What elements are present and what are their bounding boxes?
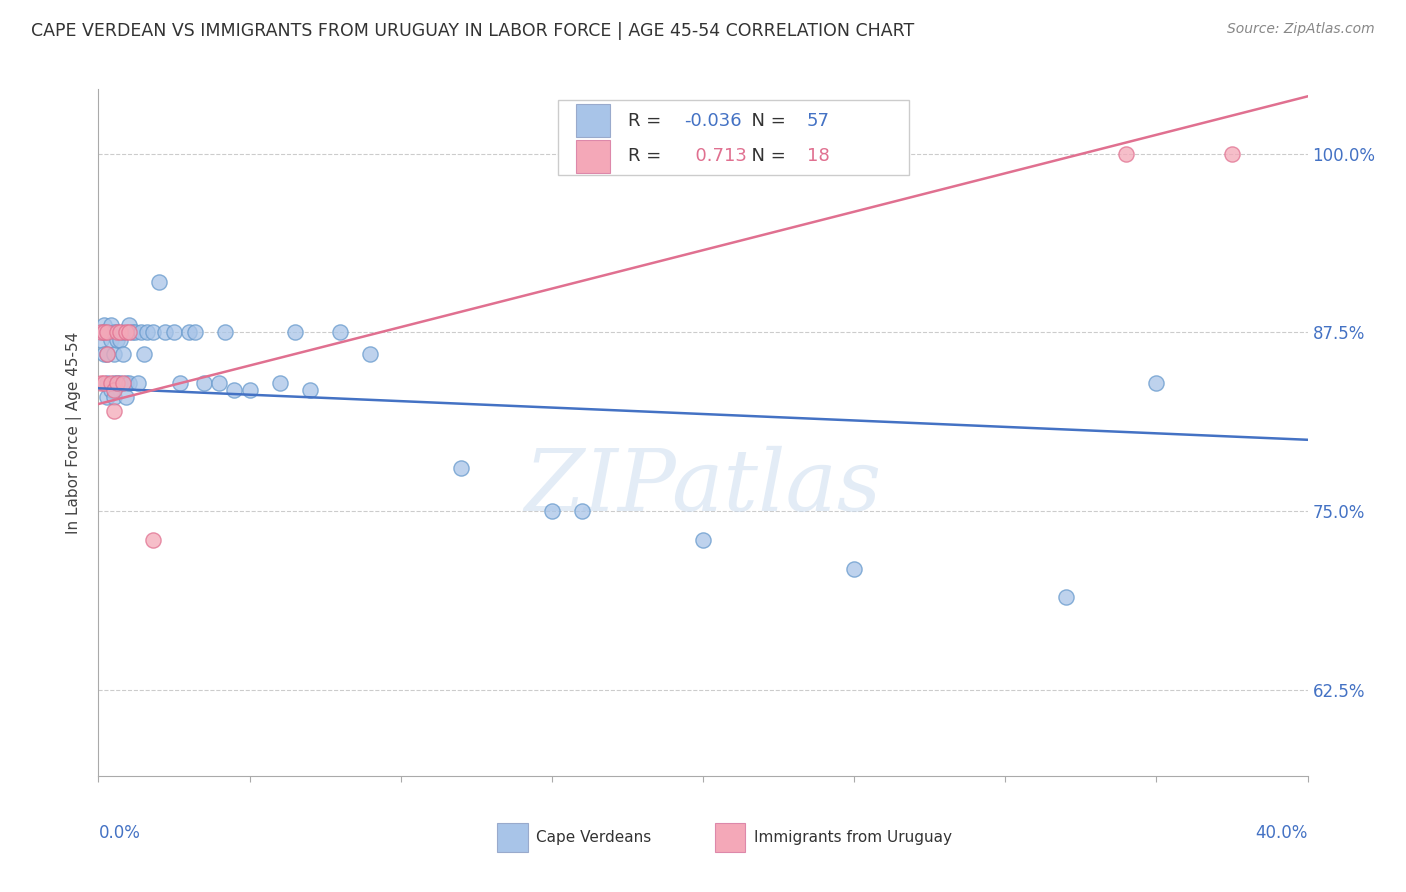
Point bbox=[118, 318, 141, 333]
Point bbox=[100, 333, 122, 347]
Y-axis label: In Labor Force | Age 45-54: In Labor Force | Age 45-54 bbox=[66, 332, 83, 533]
Text: N =: N = bbox=[741, 112, 792, 129]
Text: 18: 18 bbox=[807, 147, 830, 165]
Point bbox=[114, 390, 136, 404]
Point bbox=[284, 326, 307, 340]
Point bbox=[135, 326, 157, 340]
Point bbox=[129, 326, 152, 340]
Point bbox=[1144, 376, 1167, 390]
Text: R =: R = bbox=[628, 112, 666, 129]
Point bbox=[121, 326, 143, 340]
Point bbox=[103, 383, 125, 397]
Point bbox=[142, 326, 165, 340]
Point bbox=[540, 504, 562, 518]
Text: 0.0%: 0.0% bbox=[98, 824, 141, 842]
Point bbox=[114, 376, 136, 390]
Point bbox=[103, 390, 125, 404]
Point bbox=[103, 404, 125, 418]
Text: 57: 57 bbox=[807, 112, 830, 129]
Text: CAPE VERDEAN VS IMMIGRANTS FROM URUGUAY IN LABOR FORCE | AGE 45-54 CORRELATION C: CAPE VERDEAN VS IMMIGRANTS FROM URUGUAY … bbox=[31, 22, 914, 40]
Point bbox=[299, 383, 322, 397]
Point bbox=[90, 333, 112, 347]
Point bbox=[148, 276, 170, 290]
Point bbox=[96, 347, 118, 361]
Point bbox=[105, 326, 128, 340]
Point bbox=[96, 390, 118, 404]
Point bbox=[93, 347, 115, 361]
Point bbox=[100, 318, 122, 333]
Point bbox=[224, 383, 246, 397]
Point bbox=[329, 326, 352, 340]
Text: N =: N = bbox=[741, 147, 792, 165]
Point bbox=[93, 326, 115, 340]
Point bbox=[450, 461, 472, 475]
Point bbox=[127, 376, 149, 390]
Point bbox=[169, 376, 191, 390]
Point bbox=[90, 376, 112, 390]
Text: Immigrants from Uruguay: Immigrants from Uruguay bbox=[754, 830, 952, 845]
Point bbox=[118, 326, 141, 340]
Point bbox=[1054, 590, 1077, 604]
Point bbox=[692, 533, 714, 547]
Point bbox=[105, 376, 128, 390]
Text: Cape Verdeans: Cape Verdeans bbox=[536, 830, 651, 845]
Point bbox=[90, 326, 112, 340]
Point bbox=[96, 347, 118, 361]
Point bbox=[103, 347, 125, 361]
FancyBboxPatch shape bbox=[498, 822, 527, 852]
Text: R =: R = bbox=[628, 147, 661, 165]
Point bbox=[90, 326, 112, 340]
Point bbox=[105, 326, 128, 340]
Point bbox=[114, 326, 136, 340]
Point bbox=[132, 347, 155, 361]
Point bbox=[96, 326, 118, 340]
Point bbox=[111, 376, 134, 390]
FancyBboxPatch shape bbox=[558, 100, 908, 175]
Text: 40.0%: 40.0% bbox=[1256, 824, 1308, 842]
Point bbox=[142, 533, 165, 547]
FancyBboxPatch shape bbox=[716, 822, 745, 852]
Point bbox=[96, 326, 118, 340]
Text: ZIPatlas: ZIPatlas bbox=[524, 446, 882, 529]
FancyBboxPatch shape bbox=[576, 140, 610, 173]
Point bbox=[111, 326, 134, 340]
FancyBboxPatch shape bbox=[576, 104, 610, 137]
Point bbox=[96, 376, 118, 390]
Point bbox=[214, 326, 236, 340]
Point bbox=[103, 326, 125, 340]
Point bbox=[571, 504, 593, 518]
Point bbox=[1220, 146, 1243, 161]
Point bbox=[93, 326, 115, 340]
Point bbox=[269, 376, 291, 390]
Point bbox=[100, 376, 122, 390]
Text: Source: ZipAtlas.com: Source: ZipAtlas.com bbox=[1227, 22, 1375, 37]
Point bbox=[108, 326, 131, 340]
Point bbox=[124, 326, 146, 340]
Point bbox=[208, 376, 231, 390]
Point bbox=[93, 318, 115, 333]
Point bbox=[153, 326, 176, 340]
Point bbox=[193, 376, 215, 390]
Point bbox=[105, 376, 128, 390]
Point bbox=[184, 326, 207, 340]
Point bbox=[239, 383, 262, 397]
Point bbox=[118, 376, 141, 390]
Text: -0.036: -0.036 bbox=[683, 112, 741, 129]
Point bbox=[1115, 146, 1137, 161]
Point bbox=[360, 347, 382, 361]
Point bbox=[111, 347, 134, 361]
Point bbox=[93, 376, 115, 390]
Point bbox=[108, 333, 131, 347]
Point bbox=[844, 561, 866, 575]
Point bbox=[103, 376, 125, 390]
Text: 0.713: 0.713 bbox=[683, 147, 747, 165]
Point bbox=[179, 326, 201, 340]
Point bbox=[100, 383, 122, 397]
Point bbox=[163, 326, 186, 340]
Point bbox=[105, 333, 128, 347]
Point bbox=[108, 376, 131, 390]
